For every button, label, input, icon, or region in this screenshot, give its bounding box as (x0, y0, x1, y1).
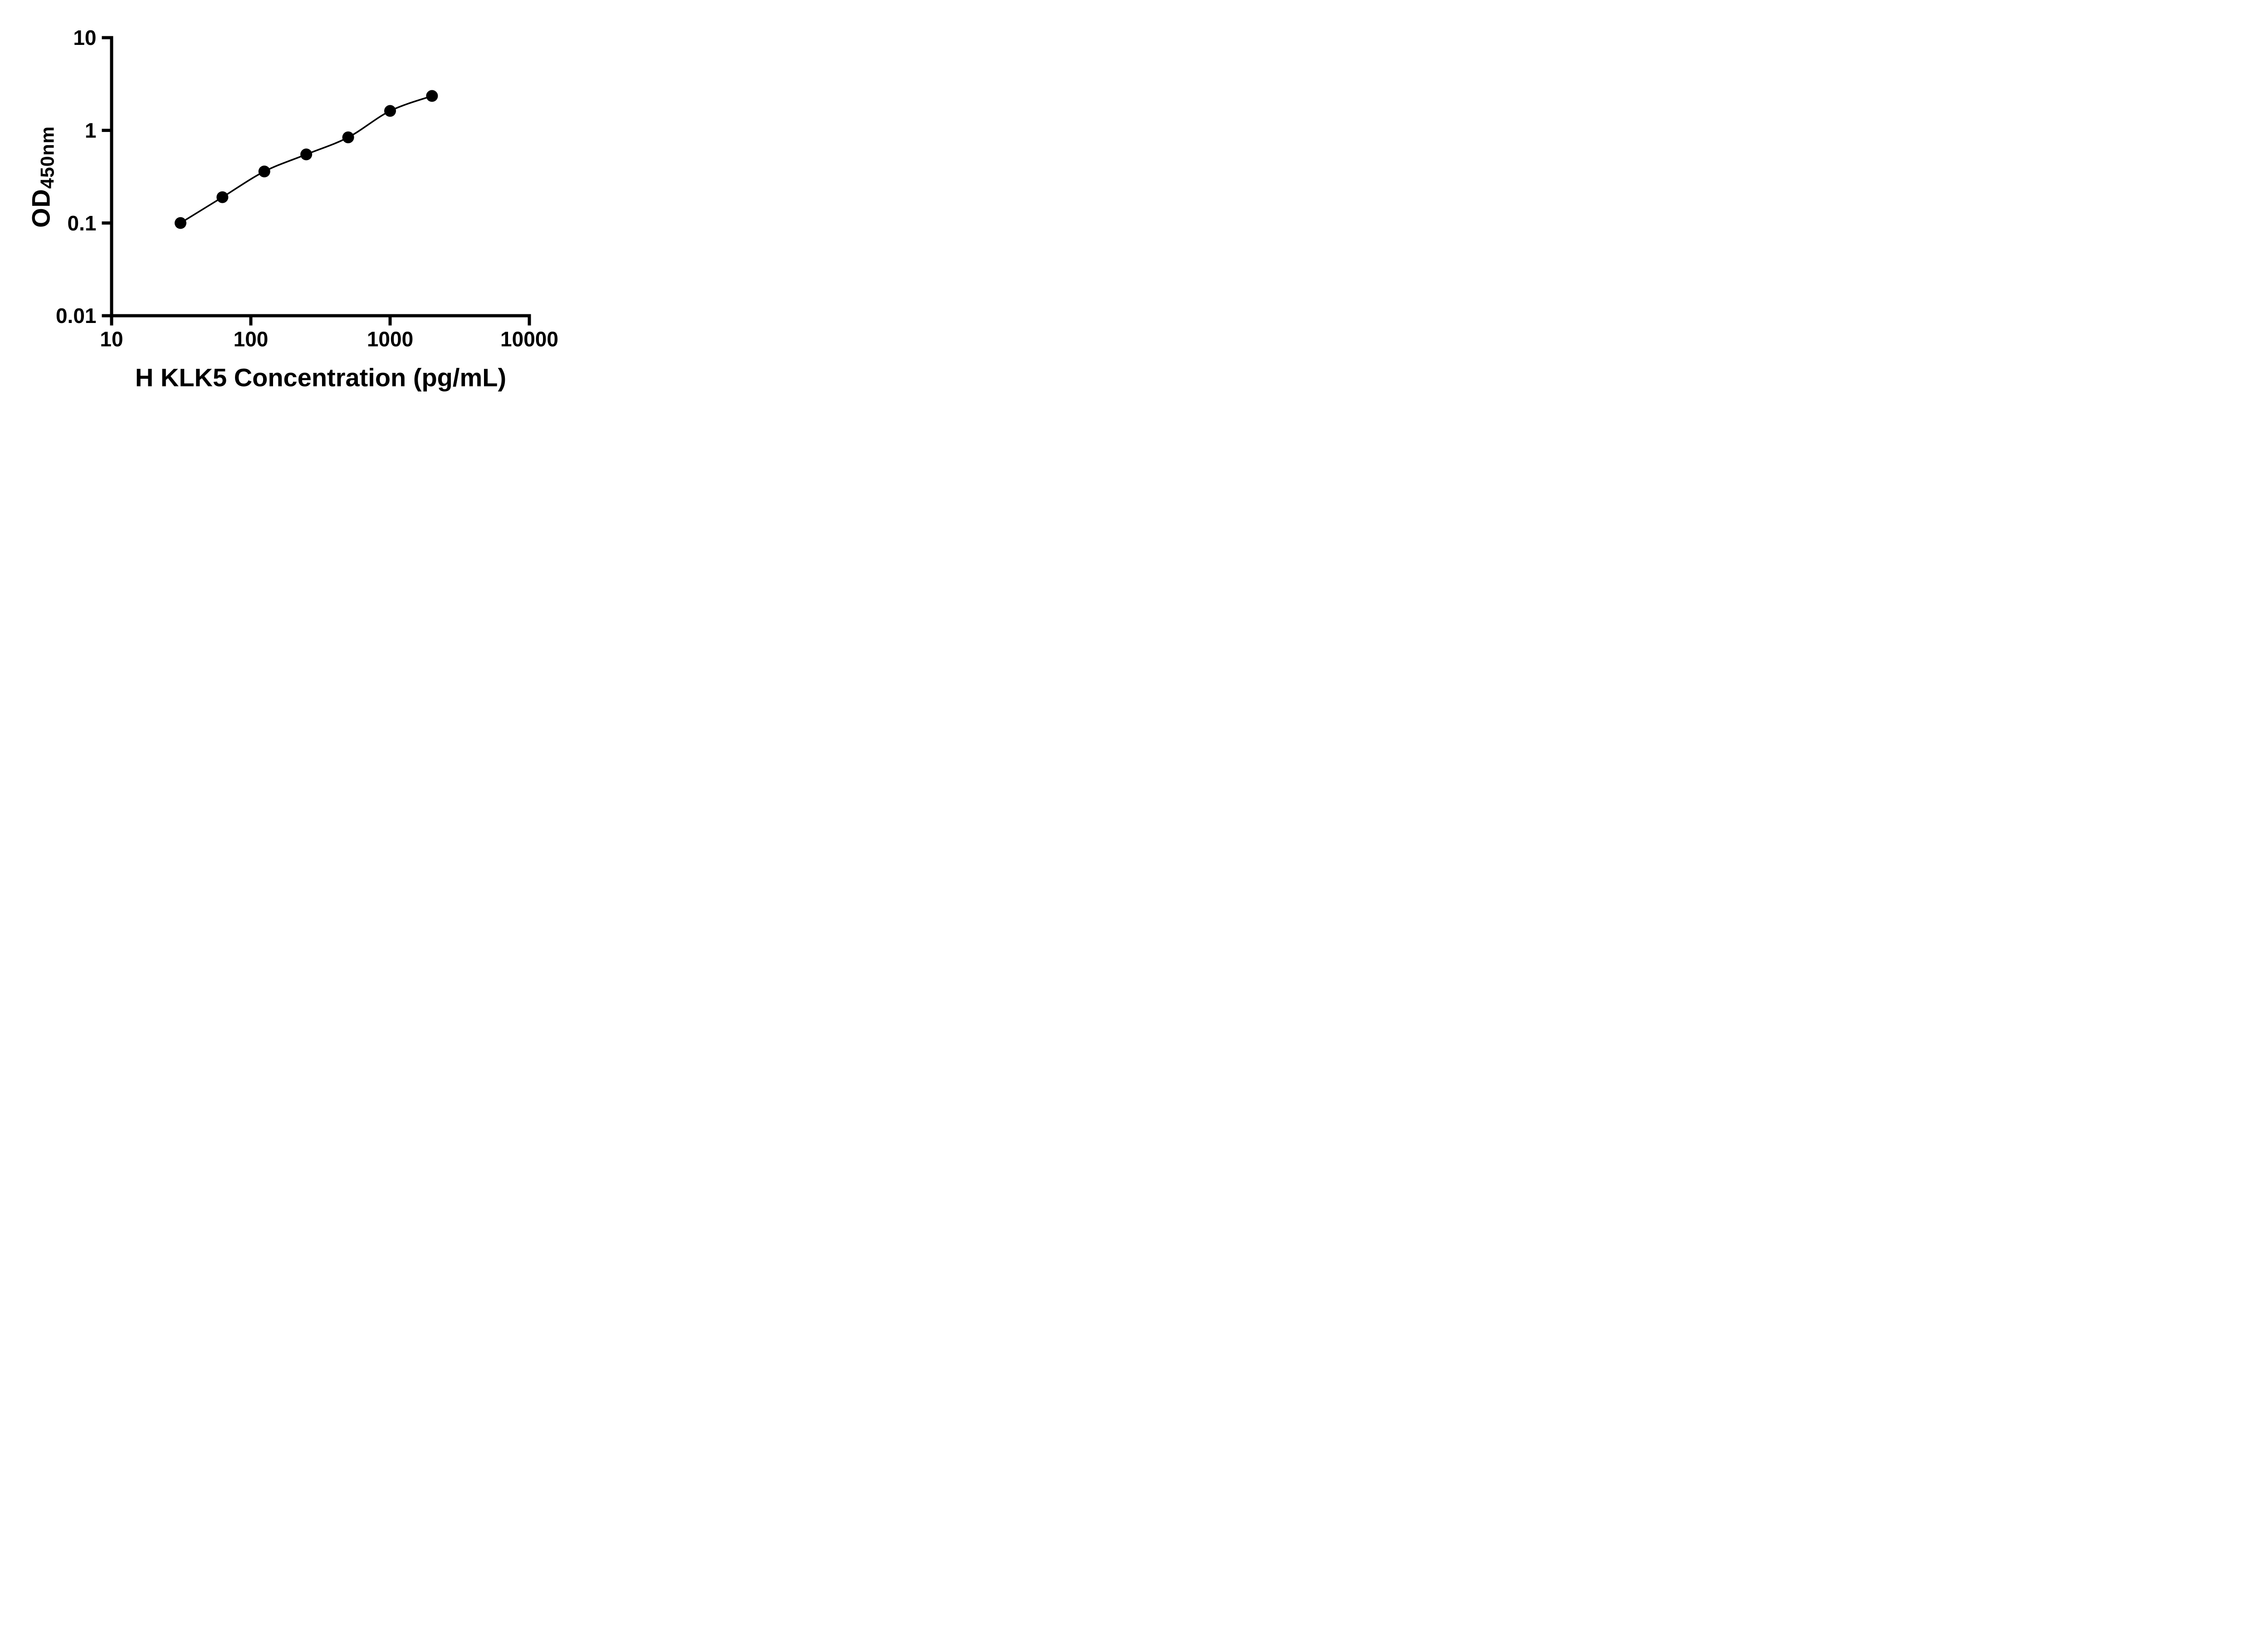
standard-curve-chart: 10 100 1000 10000 0.01 0.1 1 10 (56, 26, 558, 351)
data-point (426, 90, 438, 102)
y-tick-label: 0.01 (56, 304, 97, 328)
y-tick-label: 0.1 (68, 211, 97, 235)
elisa-standard-curve-figure: 10 100 1000 10000 0.01 0.1 1 10 OD450nm H KLK5 … (0, 0, 583, 408)
data-point (384, 105, 396, 117)
y-axis-title-subscript: 450nm (36, 126, 58, 189)
axis-lines (110, 36, 531, 318)
data-point (342, 131, 354, 143)
x-tick-label: 10 (100, 328, 123, 351)
data-point (174, 217, 186, 229)
data-point (258, 165, 270, 177)
y-axis-title: OD450nm (26, 126, 58, 228)
x-tick-label: 100 (234, 328, 269, 351)
x-axis-title: H KLK5 Concentration (pg/mL) (135, 363, 507, 392)
data-point (216, 191, 229, 203)
data-point (300, 148, 313, 161)
y-tick-label: 10 (73, 26, 96, 49)
x-tick-label: 1000 (367, 328, 413, 351)
y-axis-title-main: OD (26, 189, 55, 228)
y-tick-label: 1 (85, 118, 97, 142)
x-tick-label: 10000 (500, 328, 558, 351)
